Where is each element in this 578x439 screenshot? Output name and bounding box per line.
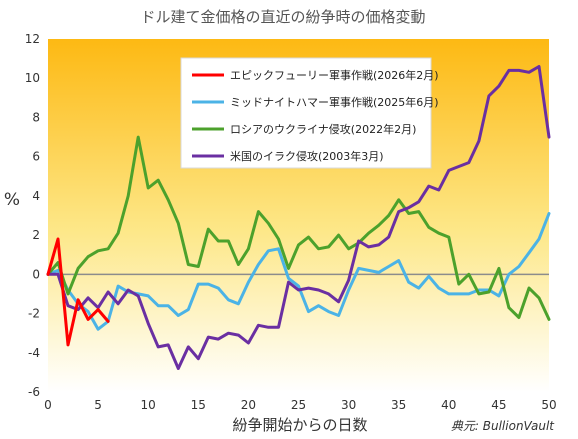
y-tick-label: 12 [25, 32, 40, 46]
y-tick-label: 6 [32, 150, 40, 164]
x-tick-label: 20 [241, 398, 256, 412]
x-tick-label: 25 [291, 398, 306, 412]
legend-label-1: エピックフューリー軍事作戦(2026年2月) [230, 68, 439, 82]
legend-label-2: ミッドナイトハマー軍事作戦(2025年6月) [230, 95, 439, 109]
series-line-4 [46, 65, 551, 370]
y-tick-label: -6 [28, 385, 40, 399]
y-tick-label: 2 [32, 228, 40, 242]
x-tick-label: 15 [191, 398, 206, 412]
y-tick-label: -2 [28, 307, 40, 321]
source-label: 典元: BullionVault [451, 419, 555, 433]
series-line-3 [46, 135, 551, 321]
y-tick-label: 8 [32, 110, 40, 124]
series-line-1 [46, 237, 110, 347]
x-tick-label: 5 [94, 398, 102, 412]
x-tick-label: 40 [441, 398, 456, 412]
x-tick-label: 35 [391, 398, 406, 412]
y-tick-label: 0 [32, 267, 40, 281]
x-tick-label: 10 [141, 398, 156, 412]
x-tick-label: 30 [341, 398, 356, 412]
legend-label-3: ロシアのウクライナ侵攻(2022年2月) [230, 122, 416, 136]
x-tick-label: 50 [541, 398, 556, 412]
y-tick-label: 10 [25, 71, 40, 85]
x-axis-label: 紛争開始からの日数 [232, 416, 367, 434]
legend-label-4: 米国のイラク侵攻(2003年3月) [230, 149, 384, 163]
x-tick-label: 0 [44, 398, 52, 412]
legend-box [180, 57, 432, 169]
y-axis-label: % [4, 190, 20, 210]
y-tick-label: -4 [28, 346, 40, 360]
x-tick-label: 45 [491, 398, 506, 412]
chart-title: ドル建て金価格の直近の紛争時の価格変動 [140, 8, 425, 26]
y-tick-label: 4 [32, 189, 40, 203]
